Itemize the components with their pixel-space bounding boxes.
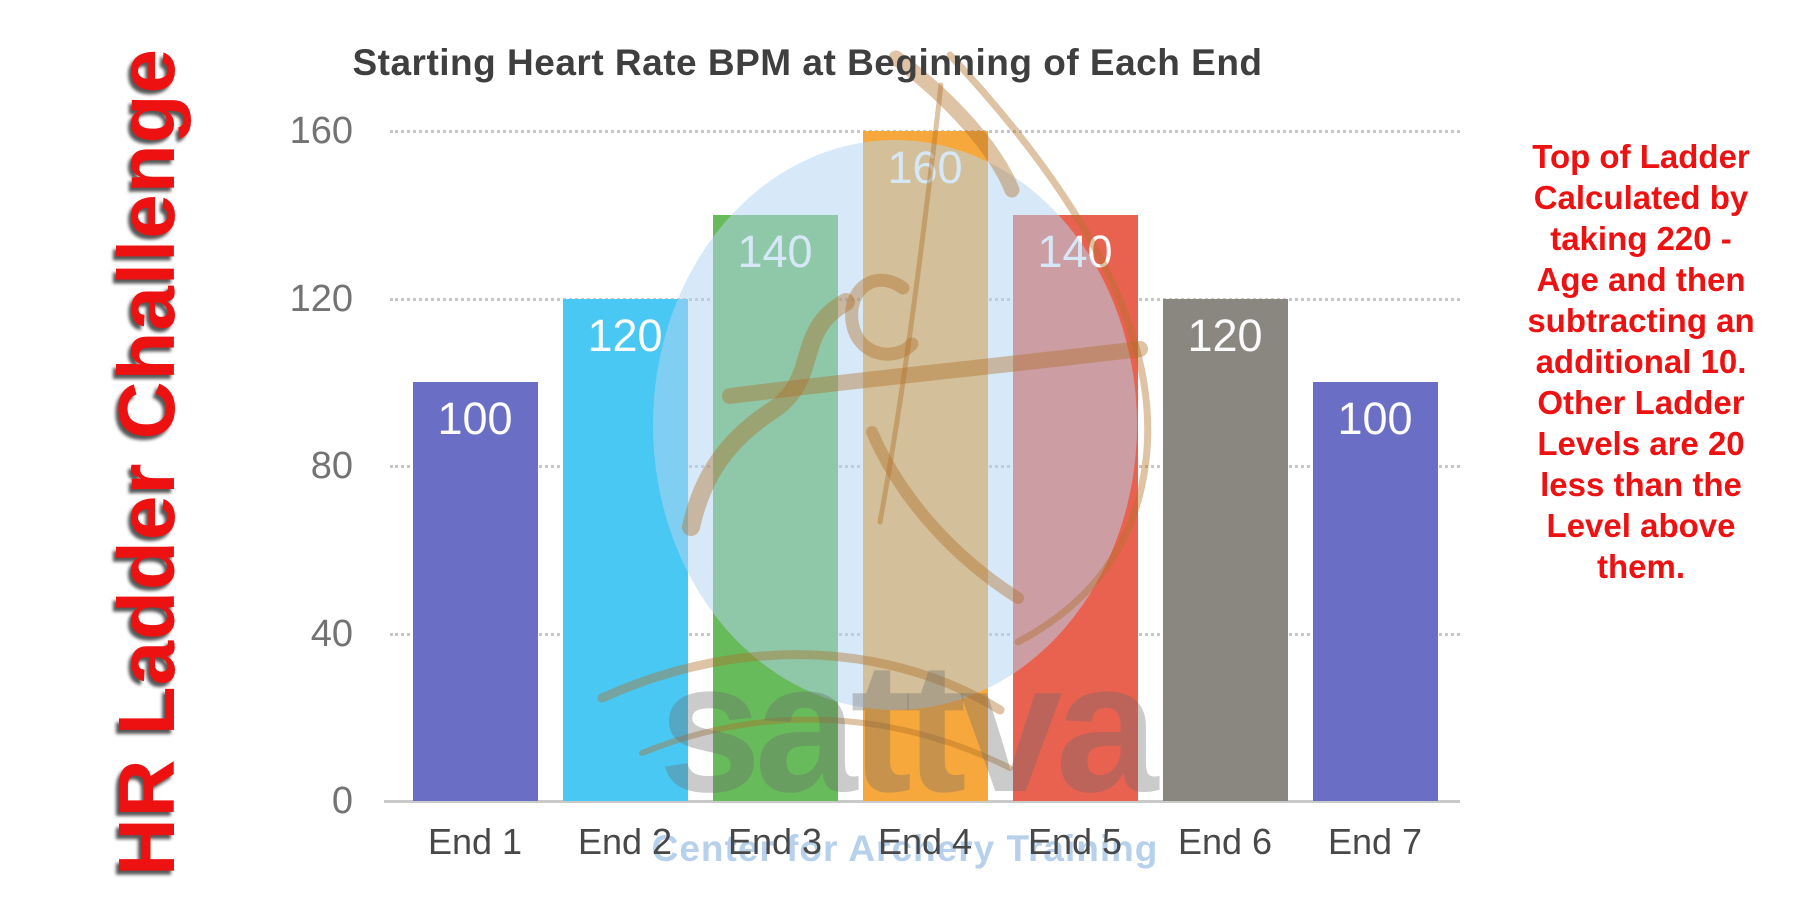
- x-tick-label-6: End 6: [1177, 821, 1273, 862]
- y-tick-label-80: 80: [310, 445, 353, 487]
- bar-value-label: 160: [887, 142, 963, 193]
- bar-value-label: 100: [1337, 393, 1413, 445]
- y-tick-label-120: 120: [289, 277, 353, 320]
- bar-end-6: 120: [1162, 298, 1288, 801]
- bar-end-3: 140: [712, 214, 838, 801]
- x-tick-label-4: End 4: [877, 821, 973, 862]
- bar-value-label: 140: [737, 225, 813, 277]
- bar-end-4: 160: [862, 131, 988, 801]
- chart-title: Starting Heart Rate BPM at Beginning of …: [352, 42, 1263, 83]
- x-tick-label-1: End 1: [427, 821, 523, 862]
- x-axis-line: [384, 800, 1460, 803]
- bar-end-7: 100: [1312, 382, 1438, 801]
- bar-value-label: 140: [1037, 225, 1113, 277]
- x-tick-label-7: End 7: [1327, 821, 1423, 862]
- bar-value-label: 120: [587, 309, 663, 361]
- ladder-explanation-note: Top of Ladder Calculated by taking 220 -…: [1527, 138, 1755, 585]
- y-tick-label-160: 160: [289, 110, 353, 152]
- x-tick-label-5: End 5: [1027, 821, 1123, 862]
- y-tick-label-0: 0: [331, 780, 353, 822]
- bar-value-label: 120: [1187, 309, 1263, 361]
- left-banner-title: HR Ladder Challenge: [102, 47, 191, 877]
- y-tick-label-40: 40: [310, 612, 353, 655]
- bar-value-label: 100: [437, 393, 513, 445]
- bar-end-1: 100: [412, 382, 538, 801]
- x-tick-label-3: End 3: [727, 821, 823, 862]
- bar-end-2: 120: [562, 298, 688, 801]
- x-tick-label-2: End 2: [577, 821, 673, 862]
- bar-end-5: 140: [1012, 214, 1138, 801]
